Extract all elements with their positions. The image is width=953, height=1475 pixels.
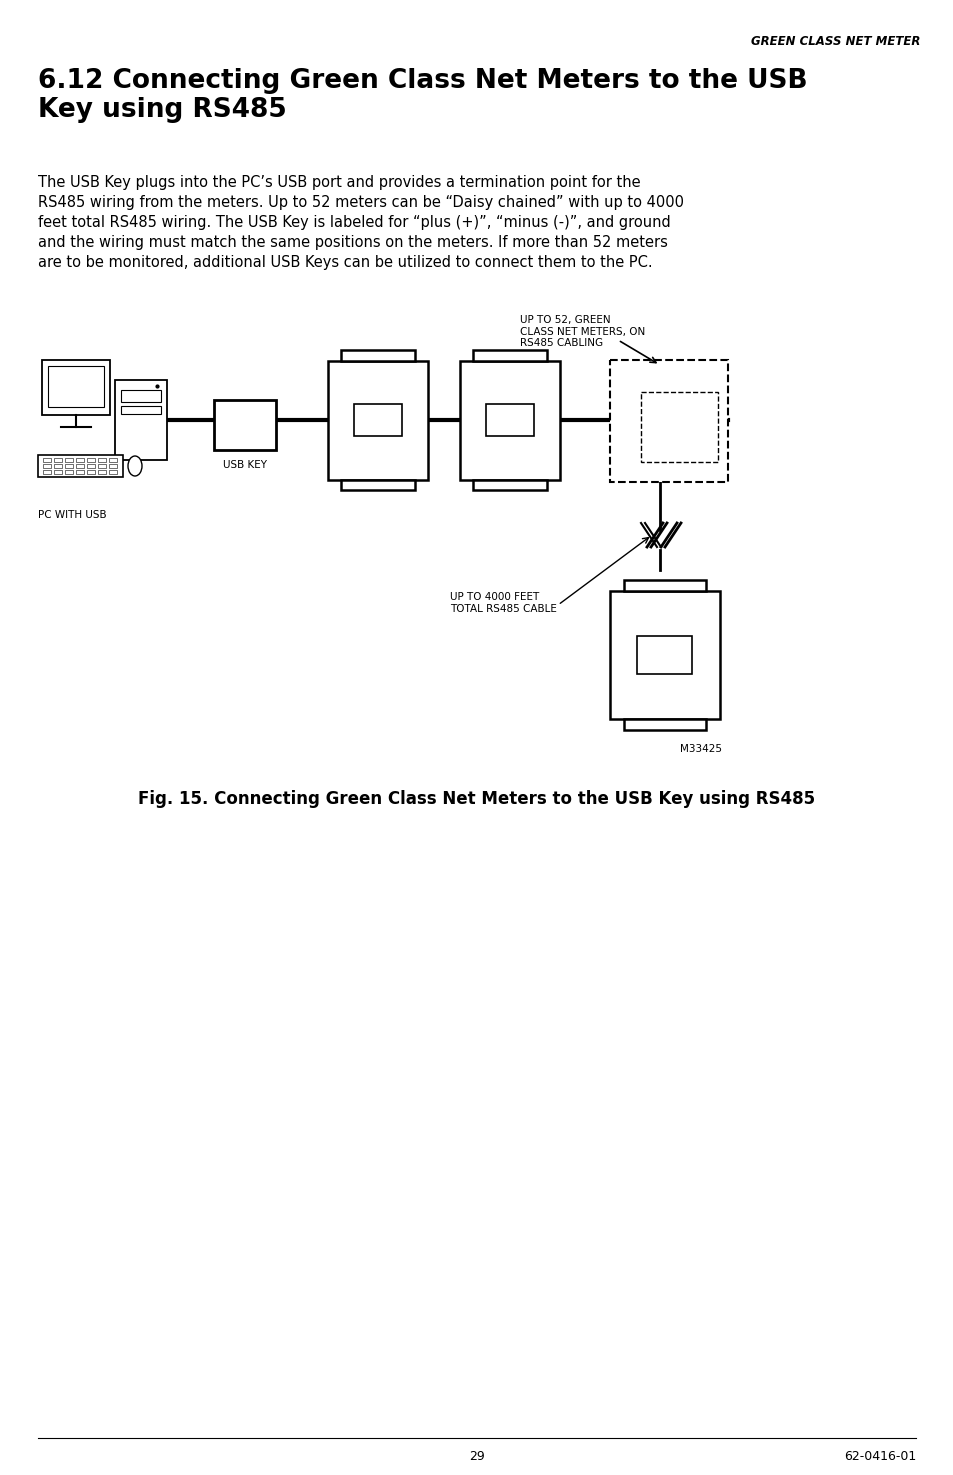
Text: RS485 wiring from the meters. Up to 52 meters can be “Daisy chained” with up to : RS485 wiring from the meters. Up to 52 m… xyxy=(38,195,683,209)
Bar xyxy=(109,459,117,462)
Bar xyxy=(76,465,84,468)
Bar xyxy=(609,591,720,718)
Bar xyxy=(109,471,117,473)
Bar xyxy=(98,465,106,468)
Bar xyxy=(109,465,117,468)
Bar xyxy=(473,350,546,360)
Bar xyxy=(623,580,705,591)
Text: GREEN CLASS NET METER: GREEN CLASS NET METER xyxy=(750,35,919,49)
Bar xyxy=(65,465,73,468)
Bar xyxy=(48,366,104,407)
Bar xyxy=(87,471,95,473)
Text: 62-0416-01: 62-0416-01 xyxy=(842,1450,915,1463)
Text: and the wiring must match the same positions on the meters. If more than 52 mete: and the wiring must match the same posit… xyxy=(38,235,667,249)
Bar xyxy=(65,471,73,473)
Text: USB KEY: USB KEY xyxy=(223,460,267,471)
Bar xyxy=(38,454,123,476)
Text: are to be monitored, additional USB Keys can be utilized to connect them to the : are to be monitored, additional USB Keys… xyxy=(38,255,652,270)
Bar xyxy=(87,465,95,468)
Bar xyxy=(609,360,727,482)
Bar xyxy=(623,718,705,730)
Bar xyxy=(340,350,415,360)
Bar xyxy=(459,360,559,479)
Bar xyxy=(485,404,534,437)
Ellipse shape xyxy=(128,456,142,476)
Bar xyxy=(43,459,51,462)
Bar xyxy=(76,459,84,462)
Bar xyxy=(637,636,692,674)
Text: Fig. 15. Connecting Green Class Net Meters to the USB Key using RS485: Fig. 15. Connecting Green Class Net Mete… xyxy=(138,791,815,808)
Bar xyxy=(121,406,161,414)
Text: UP TO 52, GREEN
CLASS NET METERS, ON
RS485 CABLING: UP TO 52, GREEN CLASS NET METERS, ON RS4… xyxy=(519,316,644,348)
Bar xyxy=(54,459,62,462)
Text: The USB Key plugs into the PC’s USB port and provides a termination point for th: The USB Key plugs into the PC’s USB port… xyxy=(38,176,640,190)
Bar xyxy=(42,360,110,414)
Bar xyxy=(65,459,73,462)
Bar xyxy=(76,471,84,473)
Bar xyxy=(340,479,415,490)
Text: PC WITH USB: PC WITH USB xyxy=(38,510,107,521)
Bar xyxy=(121,389,161,403)
Bar xyxy=(115,381,167,460)
Bar xyxy=(87,459,95,462)
Bar xyxy=(354,404,401,437)
Bar xyxy=(54,471,62,473)
Text: M33425: M33425 xyxy=(679,743,721,754)
Text: UP TO 4000 FEET
TOTAL RS485 CABLE: UP TO 4000 FEET TOTAL RS485 CABLE xyxy=(450,591,557,614)
Bar xyxy=(473,479,546,490)
Bar xyxy=(213,400,275,450)
Bar xyxy=(43,471,51,473)
Bar xyxy=(98,471,106,473)
Text: 29: 29 xyxy=(469,1450,484,1463)
Text: 6.12 Connecting Green Class Net Meters to the USB
Key using RS485: 6.12 Connecting Green Class Net Meters t… xyxy=(38,68,807,122)
Bar xyxy=(640,392,718,462)
Bar xyxy=(54,465,62,468)
Bar xyxy=(43,465,51,468)
Bar xyxy=(328,360,428,479)
Bar xyxy=(98,459,106,462)
Text: feet total RS485 wiring. The USB Key is labeled for “plus (+)”, “minus (-)”, and: feet total RS485 wiring. The USB Key is … xyxy=(38,215,670,230)
